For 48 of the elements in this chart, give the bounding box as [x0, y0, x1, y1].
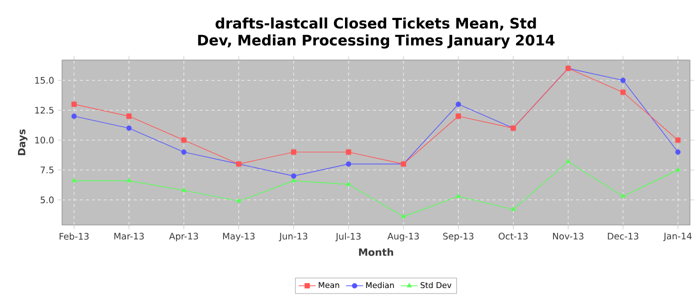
point [566, 158, 570, 164]
point [182, 188, 186, 192]
point [620, 90, 626, 95]
y-tick-label: 5.0 [40, 196, 54, 204]
x-tick-label: Apr-13 [169, 232, 198, 242]
point [620, 194, 626, 198]
point [456, 114, 461, 119]
point [456, 194, 461, 198]
x-tick-label: Jul-13 [335, 232, 361, 242]
x-tick-label: Oct-13 [498, 232, 528, 240]
x-axis-title: Month [359, 248, 394, 256]
x-tick-label: May-13 [223, 232, 255, 242]
point [72, 178, 76, 182]
point [181, 149, 187, 155]
x-tick-label: Jan-14 [663, 232, 692, 242]
point [126, 126, 132, 131]
point [71, 102, 77, 107]
x-tick-label: Dec-13 [608, 232, 638, 240]
point [291, 173, 296, 179]
y-tick-label: 15.0 [35, 76, 54, 84]
y-tick-label: 10.0 [35, 136, 54, 144]
chart-title: drafts-lastcall Closed Tickets Mean, Std Dev, Median Processing Times January 2014 [198, 17, 554, 49]
point [236, 198, 242, 203]
point [71, 114, 77, 119]
point [346, 149, 352, 155]
point [456, 102, 461, 107]
y-tick-label: 12.5 [35, 106, 54, 114]
x-tick-label: Aug-13 [387, 232, 419, 242]
x-tick-label: Jun-13 [278, 232, 308, 242]
point [126, 114, 132, 119]
x-tick-label: Mar-13 [114, 232, 144, 240]
y-axis-title: Days [18, 129, 28, 156]
point [346, 161, 352, 167]
point [620, 78, 626, 83]
y-tick-label: 7.5 [40, 166, 54, 174]
point [126, 178, 132, 182]
point [181, 137, 187, 143]
point [675, 137, 681, 143]
x-tick-label: Nov-13 [553, 232, 584, 240]
point [291, 178, 296, 182]
point [346, 182, 351, 186]
point [401, 214, 406, 218]
x-tick-label: Sep-13 [443, 232, 474, 242]
point [510, 206, 516, 211]
point [676, 167, 680, 172]
x-tick-label: Feb-13 [60, 232, 89, 240]
point [675, 149, 681, 155]
point [291, 149, 296, 155]
